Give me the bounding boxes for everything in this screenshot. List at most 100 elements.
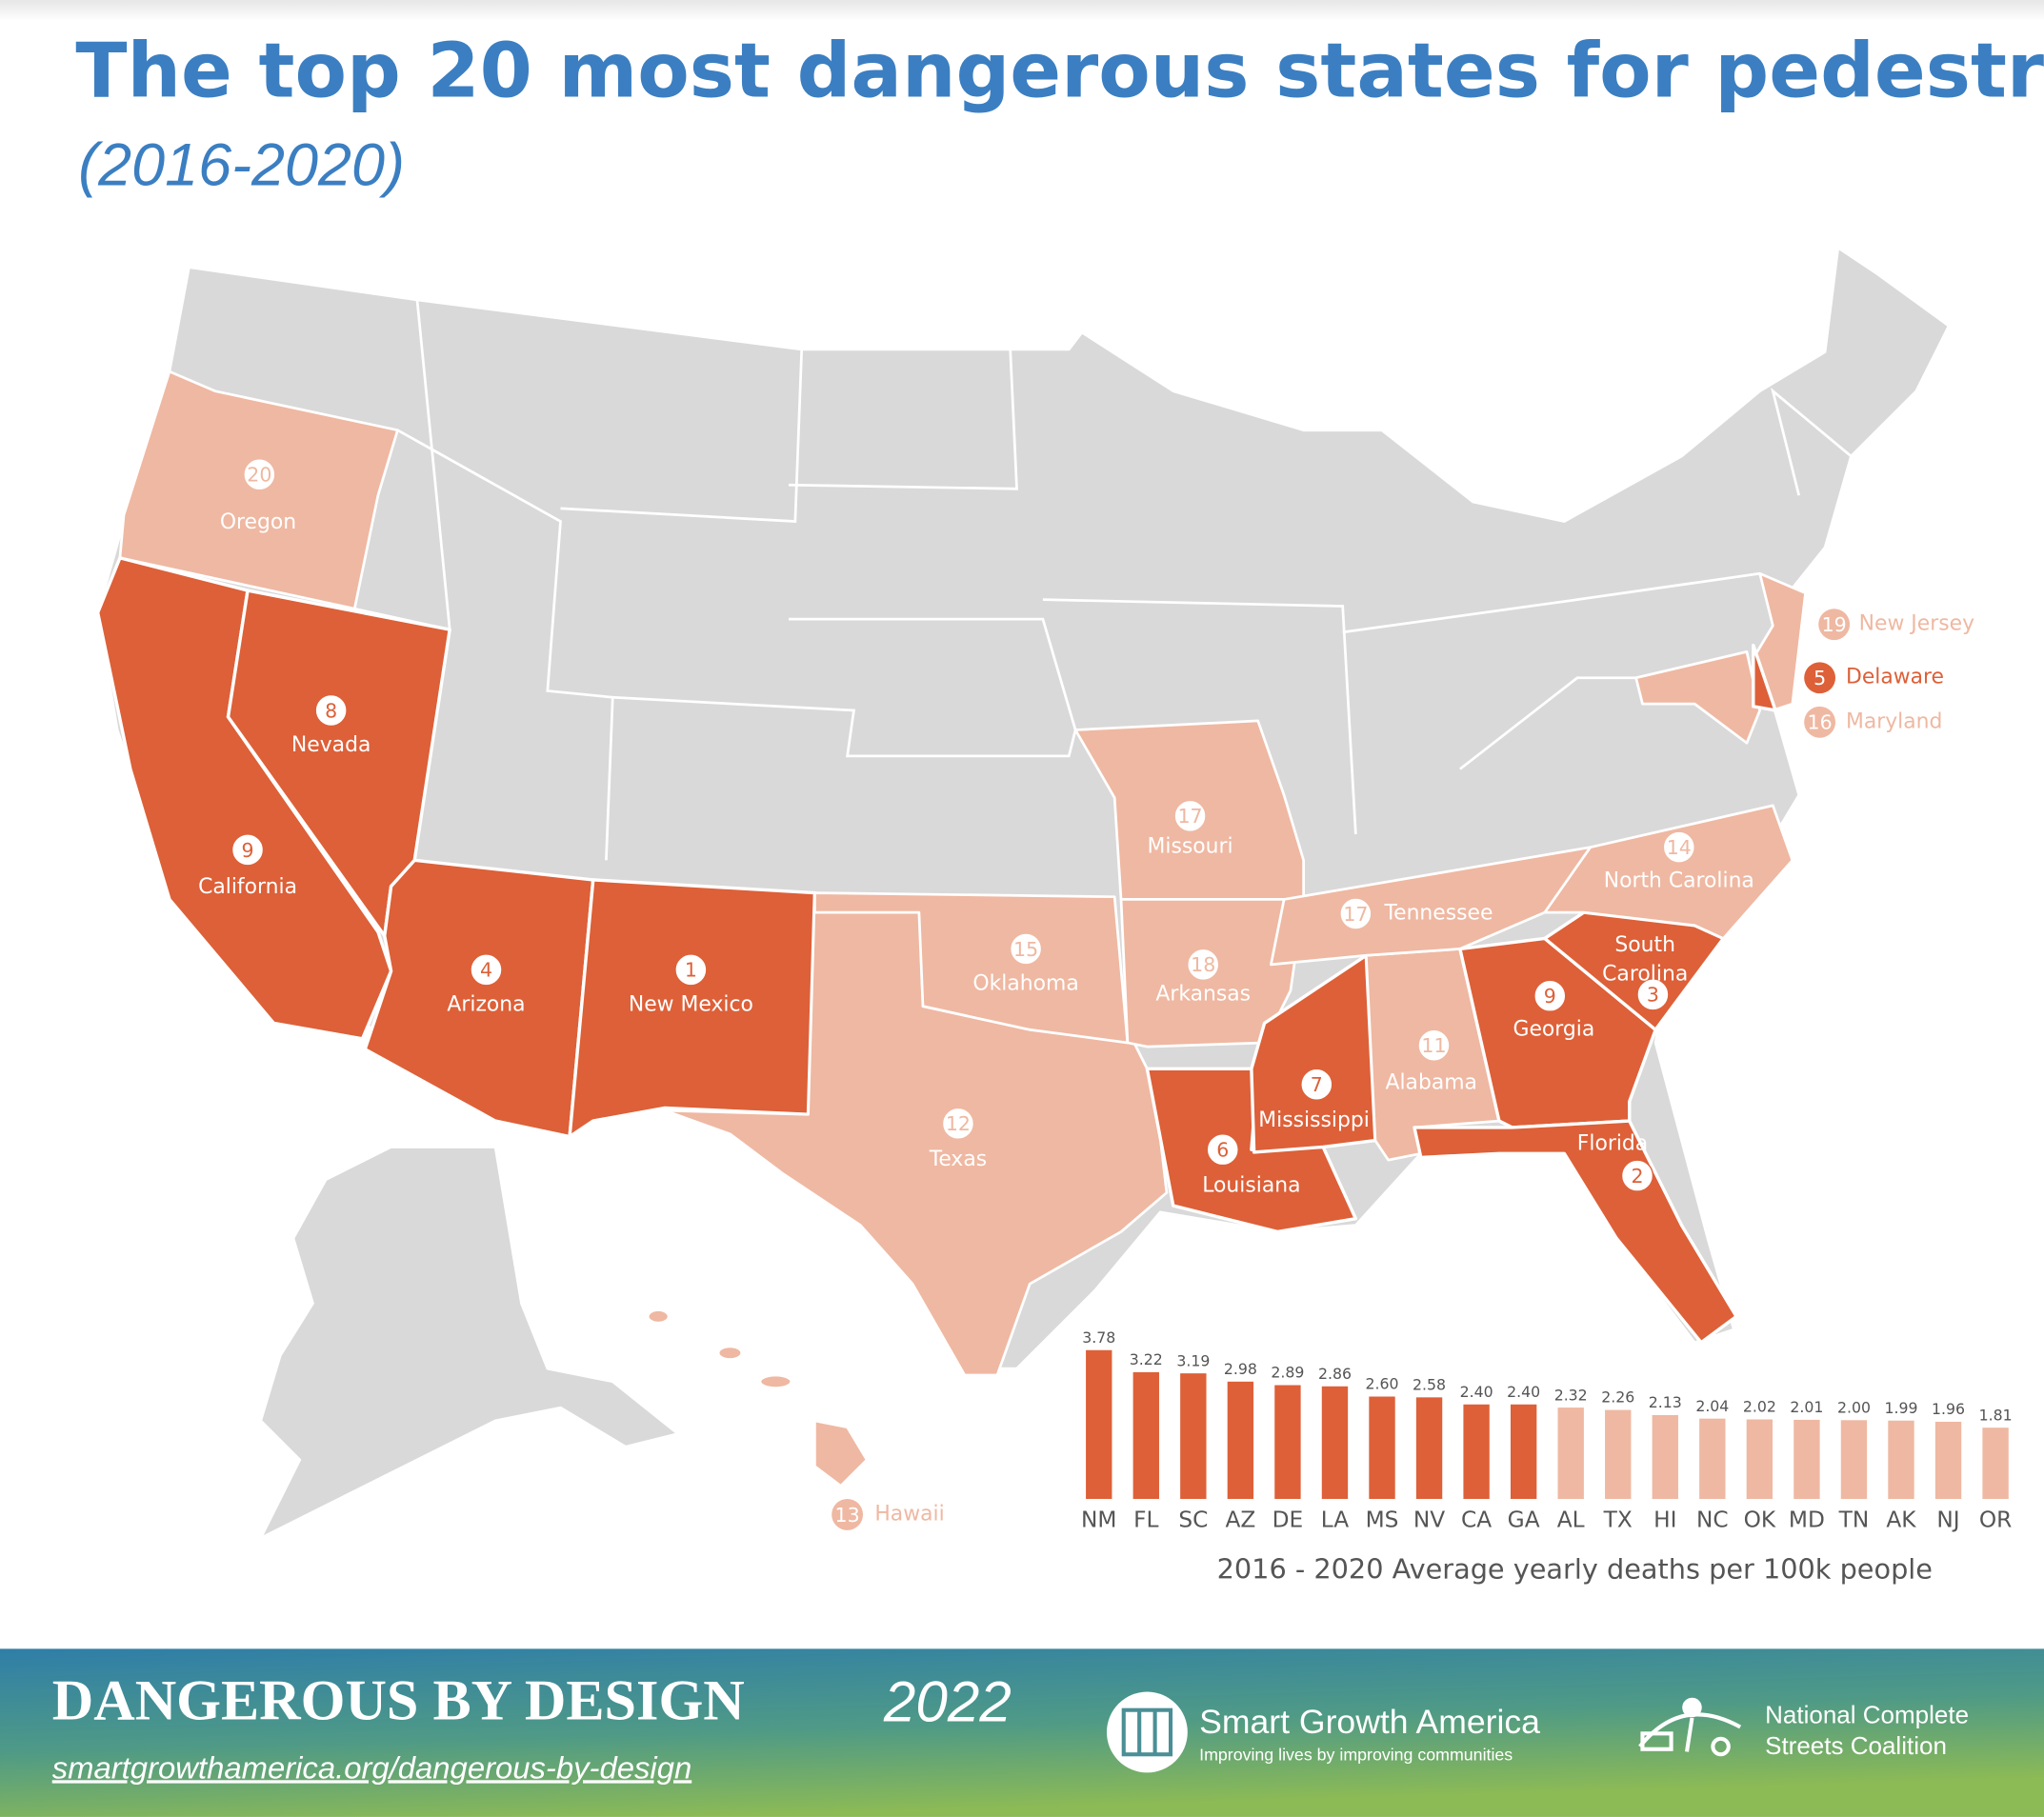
bar [1934,1421,1962,1499]
bar [1652,1414,1678,1499]
rank-badge [1009,932,1043,966]
bar [1463,1404,1490,1499]
value-label: 1.96 [1932,1400,1965,1418]
bar [1557,1408,1584,1499]
state-name: Alabama [1386,1070,1477,1094]
value-label: 2.40 [1507,1383,1540,1401]
map [95,246,1951,1540]
state-name: Oregon [220,510,296,534]
bar [1605,1409,1632,1499]
x-tick-label: LA [1321,1508,1349,1533]
state-name: Florida [1577,1132,1648,1156]
bar [1794,1419,1820,1499]
org2-box: National Complete Streets Coalition [1765,1702,1970,1762]
x-tick-label: MS [1366,1508,1399,1533]
state-name: North Carolina [1604,869,1754,892]
footer-brand: DANGEROUS BY DESIGN [52,1668,745,1732]
rank-number: 20 [247,464,271,487]
x-tick-label: FL [1133,1508,1158,1533]
x-tick-label: AK [1886,1508,1916,1533]
rank-badge [1804,706,1836,738]
bar [1699,1418,1726,1499]
value-label: 1.99 [1884,1399,1917,1417]
bar [1369,1396,1395,1499]
state-border [789,617,1077,730]
rank-number: 17 [1343,903,1368,926]
x-tick-label: NJ [1936,1508,1959,1533]
state-border [396,429,614,861]
chart-x-label: 2016 - 2020 Average yearly deaths per 10… [1217,1552,1933,1585]
rank-number: 4 [480,959,492,982]
alaska [259,1146,680,1540]
bar [1180,1373,1207,1499]
state-border [1459,676,1636,770]
bar [1840,1420,1868,1499]
value-label: 2.58 [1413,1376,1446,1394]
value-label: 2.98 [1224,1360,1257,1378]
bar [1510,1404,1537,1499]
value-label: 2.00 [1837,1399,1871,1417]
footer-url[interactable]: smartgrowthamerica.org/dangerous-by-desi… [52,1749,691,1785]
hawaii [646,1308,671,1325]
rank-badge [1533,979,1567,1012]
value-label: 2.26 [1601,1388,1634,1407]
rank-badge [1662,830,1695,864]
value-label: 2.01 [1790,1398,1823,1416]
state-name: Nevada [291,733,371,757]
rank-badge [1206,1133,1239,1167]
value-label: 2.89 [1271,1364,1304,1382]
state-border [1342,571,1760,634]
x-tick-label: OK [1744,1508,1776,1533]
rank-number: 15 [1013,938,1038,961]
state-border [1042,598,1357,835]
bar [1746,1419,1773,1499]
state-name: Hawaii [874,1502,944,1526]
hawaii [758,1373,793,1390]
oklahoma [813,891,1130,1045]
rank-number: 11 [1421,1034,1446,1057]
x-tick-label: CA [1461,1508,1492,1533]
bar [1274,1385,1301,1499]
bar [1982,1428,2009,1499]
x-tick-label: AZ [1225,1508,1255,1533]
state-name: Louisiana [1202,1174,1300,1198]
rank-badge [314,693,348,728]
rank-badge [1417,1028,1451,1062]
rank-badge [1804,662,1836,694]
bar [1086,1349,1112,1499]
x-tick-label: NV [1413,1508,1445,1533]
rank-number: 14 [1667,836,1692,859]
state-name-box: South Carolina [1602,932,1688,986]
rank-badge [470,953,503,987]
bar [1888,1420,1914,1499]
value-label: 3.22 [1130,1350,1163,1368]
state-border [560,349,804,523]
state-name: Missouri [1148,835,1233,859]
value-label: 3.78 [1082,1328,1115,1347]
value-label: 2.13 [1649,1393,1682,1411]
x-tick-label: AL [1557,1508,1585,1533]
state-name: Oklahoma [972,971,1078,995]
rank-number: 3 [1647,984,1659,1007]
rank-number: 9 [242,839,254,862]
state-border [788,349,1018,490]
value-label: 2.60 [1366,1375,1399,1393]
ncsc-logo [1638,1697,1742,1757]
value-label: 3.19 [1176,1351,1210,1369]
value-label: 2.40 [1460,1383,1493,1401]
x-tick-label: GA [1508,1508,1540,1533]
north-carolina [1543,804,1794,940]
org2-name: National Complete Streets Coalition [1765,1702,1970,1762]
x-tick-label: TX [1603,1508,1633,1533]
rank-badge [1818,609,1851,641]
rank-number: 13 [835,1504,860,1527]
value-label: 2.32 [1554,1386,1588,1404]
x-tick-label: MD [1789,1508,1825,1533]
rank-number: 18 [1191,953,1215,976]
sga-logo [1106,1691,1188,1773]
state-name: New Jersey [1859,612,1974,636]
rank-number: 6 [1216,1139,1229,1162]
state-name: Maryland [1846,709,1942,733]
